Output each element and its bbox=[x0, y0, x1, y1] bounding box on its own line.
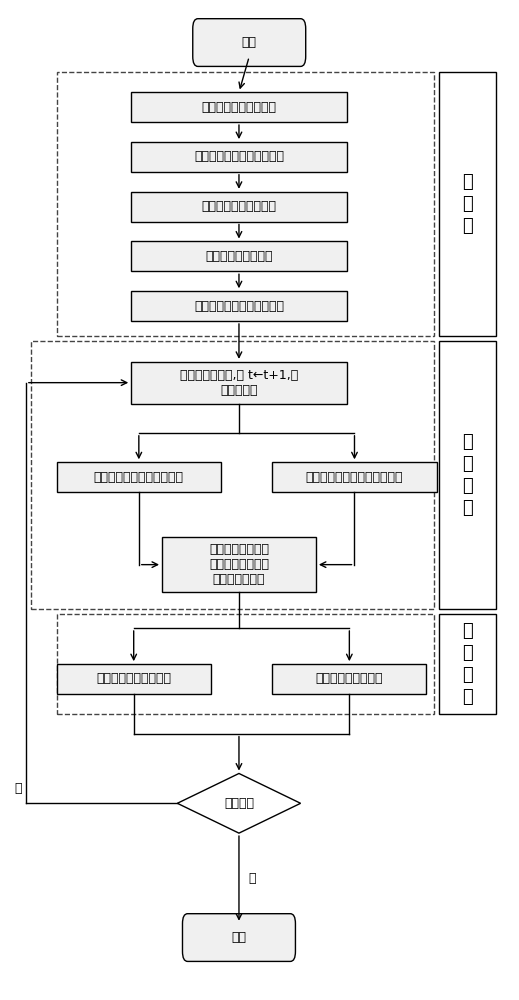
Text: 更新子空间模型参数: 更新子空间模型参数 bbox=[316, 672, 383, 686]
Bar bbox=[57, 72, 434, 336]
Bar bbox=[131, 192, 347, 222]
FancyBboxPatch shape bbox=[193, 19, 306, 66]
Text: 是: 是 bbox=[248, 872, 255, 885]
Bar bbox=[57, 462, 221, 492]
Bar bbox=[439, 72, 496, 336]
Bar bbox=[162, 537, 316, 592]
Bar bbox=[131, 92, 347, 122]
Bar bbox=[439, 614, 496, 714]
Polygon shape bbox=[177, 773, 301, 833]
Text: 更新贝叶斯分类器参数: 更新贝叶斯分类器参数 bbox=[96, 672, 171, 686]
Text: 最后一帧: 最后一帧 bbox=[224, 797, 254, 810]
Text: 获得子空间学习跟踪算法结果: 获得子空间学习跟踪算法结果 bbox=[306, 471, 403, 484]
Text: 初
始
化: 初 始 化 bbox=[462, 173, 473, 235]
FancyBboxPatch shape bbox=[183, 914, 295, 961]
Text: 初始化类哈尔特征模板: 初始化类哈尔特征模板 bbox=[201, 200, 277, 213]
Text: 结束: 结束 bbox=[231, 931, 247, 944]
Text: 模
型
更
新: 模 型 更 新 bbox=[462, 622, 473, 706]
Text: 初始化最空间学习算法参数: 初始化最空间学习算法参数 bbox=[194, 300, 284, 313]
Text: 获得贝叶斯跟踪算法的结果: 获得贝叶斯跟踪算法的结果 bbox=[94, 471, 184, 484]
Bar bbox=[131, 362, 347, 404]
Bar bbox=[131, 241, 347, 271]
Text: 读入新一帧图像,令 t←t+1,粒
子进行移动: 读入新一帧图像,令 t←t+1,粒 子进行移动 bbox=[180, 369, 298, 397]
Bar bbox=[131, 291, 347, 321]
Text: 初始化第一帧目标位置: 初始化第一帧目标位置 bbox=[201, 101, 277, 114]
Bar bbox=[439, 341, 496, 609]
Bar bbox=[272, 462, 436, 492]
Text: 根据两种算法的跟
踪结果选择其中一
个作为目标状态: 根据两种算法的跟 踪结果选择其中一 个作为目标状态 bbox=[209, 543, 269, 586]
Text: 否: 否 bbox=[15, 782, 22, 795]
Bar bbox=[57, 664, 211, 694]
Bar bbox=[31, 341, 434, 609]
Bar bbox=[57, 614, 434, 714]
Bar bbox=[131, 142, 347, 172]
Text: 开始: 开始 bbox=[242, 36, 257, 49]
Text: 初始化粒子状态和运动参数: 初始化粒子状态和运动参数 bbox=[194, 150, 284, 163]
Text: 初始化贝叶斯分类器: 初始化贝叶斯分类器 bbox=[205, 250, 272, 263]
Text: 目
标
跟
踪: 目 标 跟 踪 bbox=[462, 433, 473, 517]
Bar bbox=[272, 664, 427, 694]
